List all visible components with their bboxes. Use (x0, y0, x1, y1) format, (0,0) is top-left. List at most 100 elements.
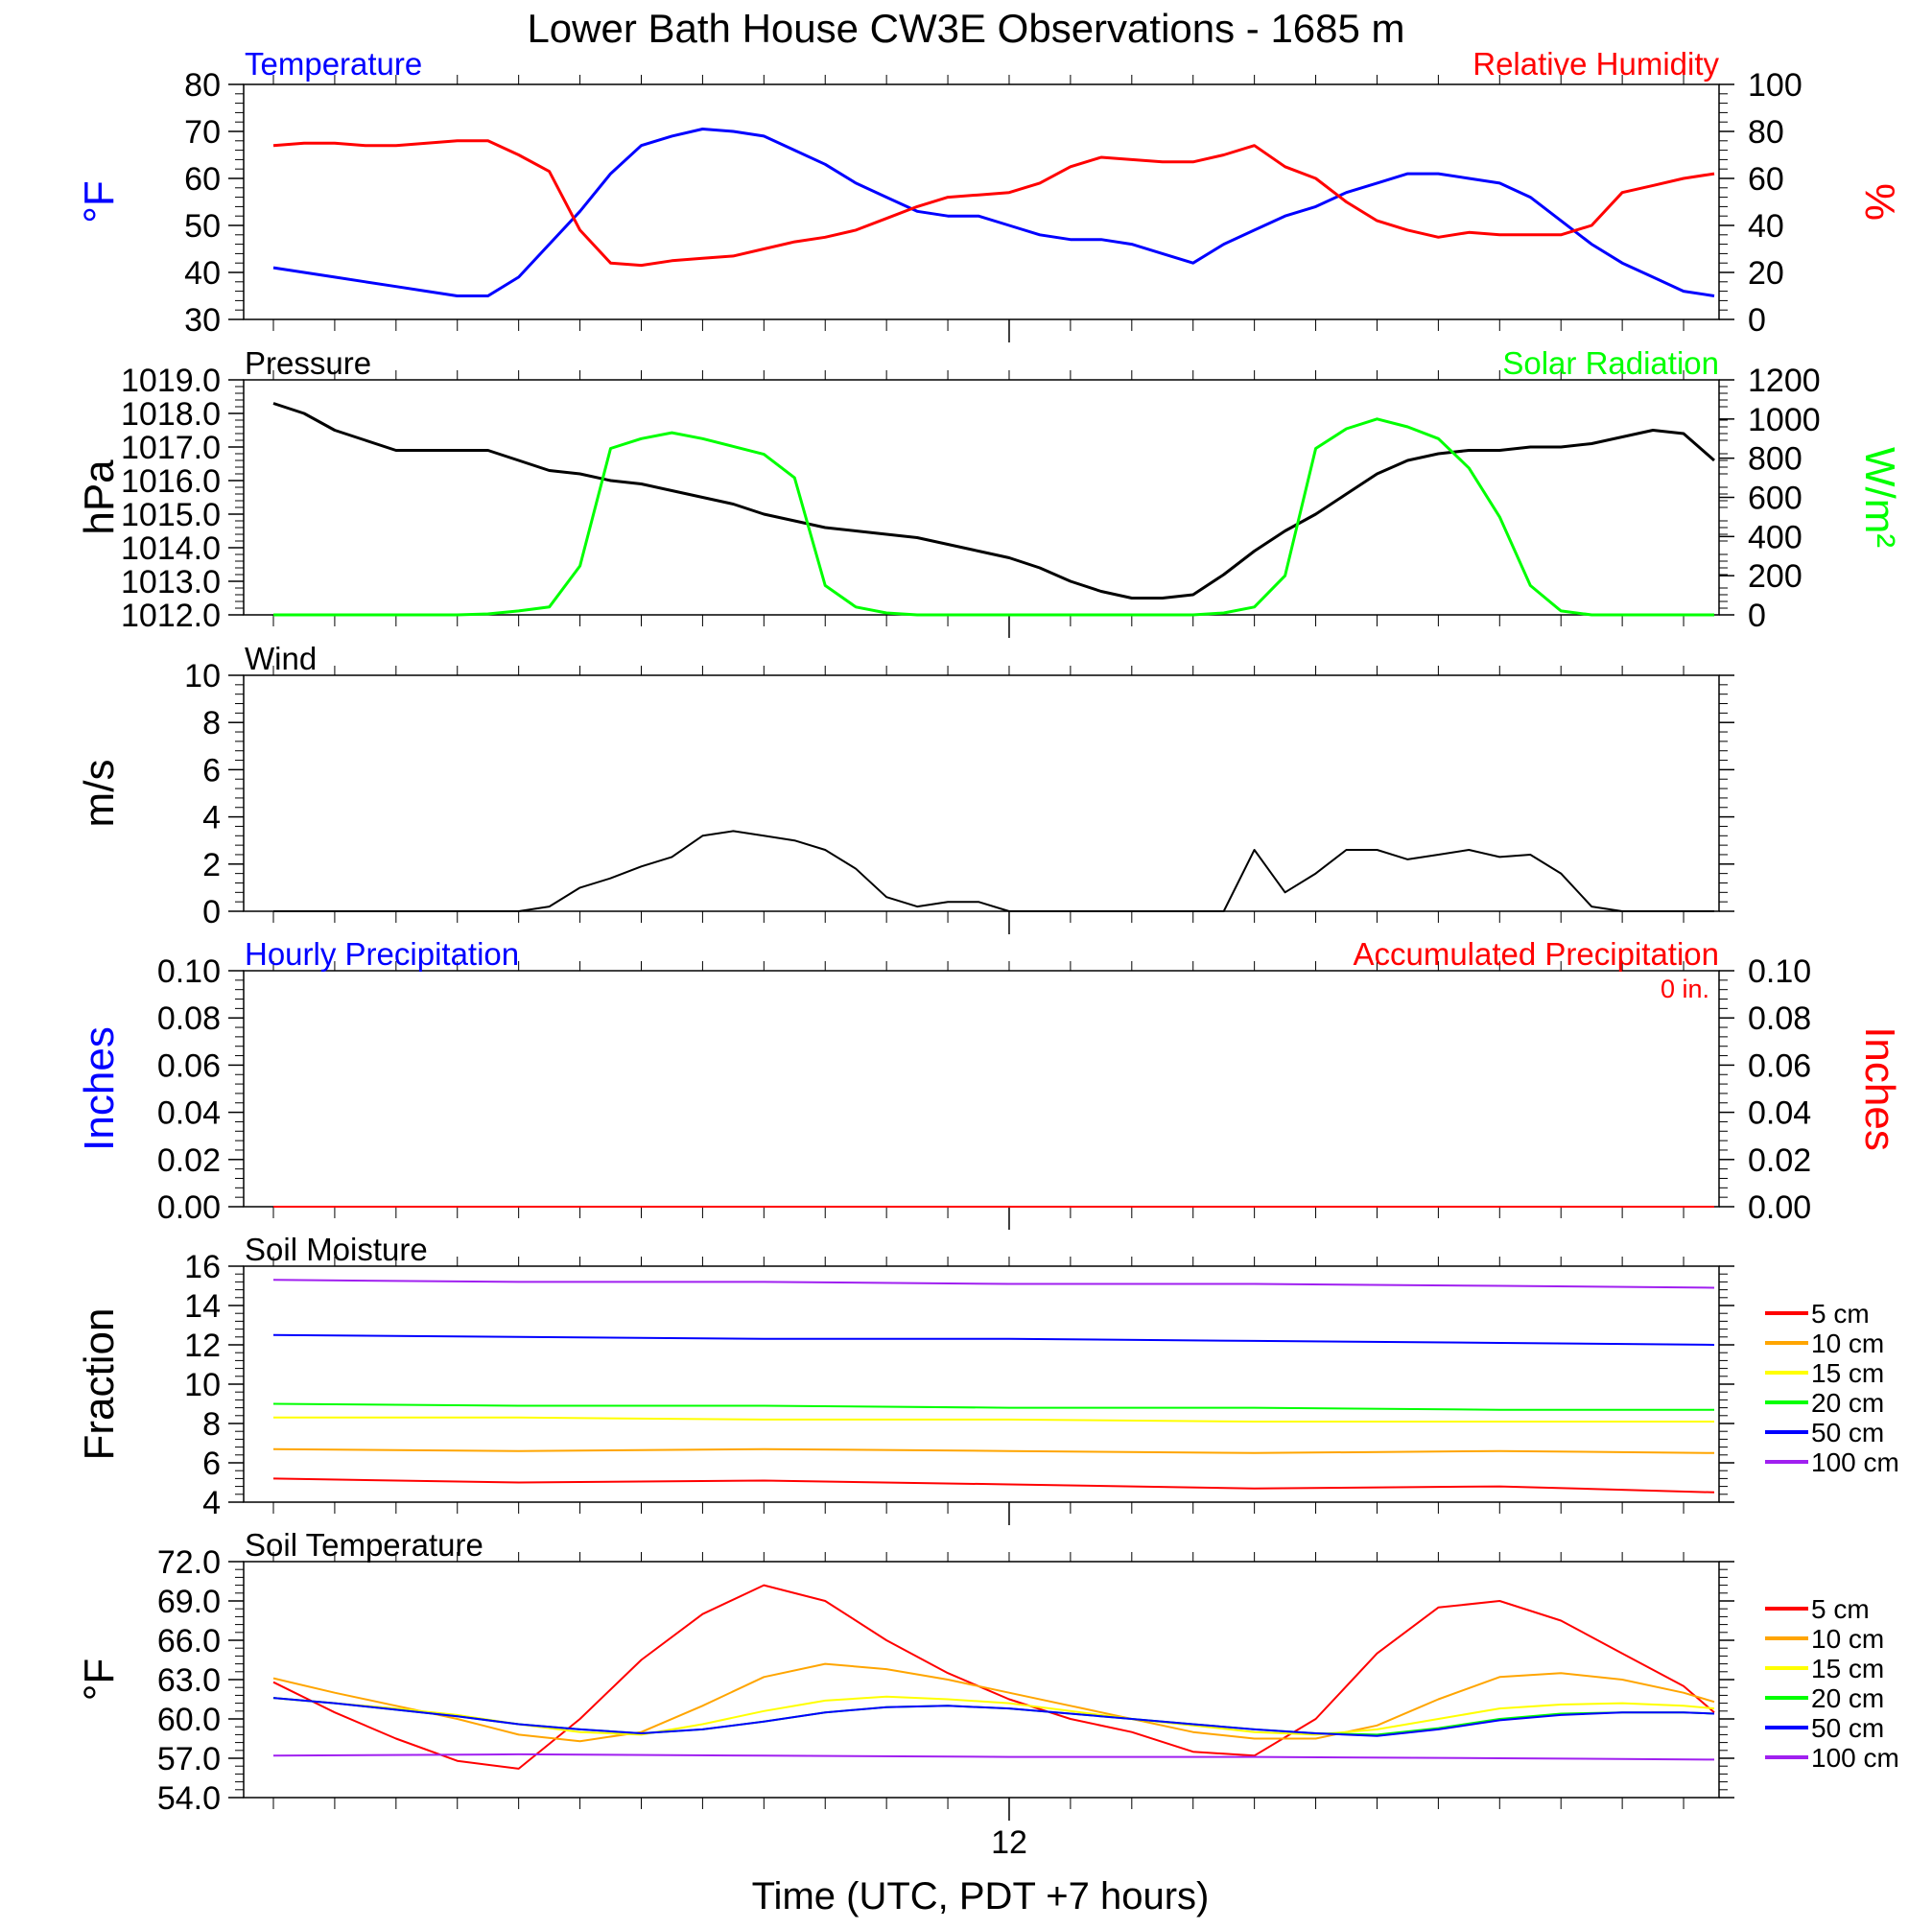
y-tick-label: 0.04 (157, 1095, 221, 1132)
y-tick-label: 66.0 (157, 1623, 221, 1659)
y-tick-label-right: 1200 (1748, 363, 1821, 399)
y-tick-label: 70 (184, 114, 221, 151)
x-axis: Time (UTC, PDT +7 hours) 12 (752, 1824, 1210, 1917)
series-line-0 (273, 830, 1714, 912)
panel-title-left: Pressure (245, 345, 371, 381)
x-tick-label: 12 (991, 1824, 1027, 1861)
legend-entry: 20 cm (1811, 1388, 1884, 1418)
y-tick-label: 60 (184, 161, 221, 198)
y-tick-label: 0.10 (157, 953, 221, 990)
y-axis-label: m/s (76, 760, 123, 828)
legend-entry: 50 cm (1811, 1713, 1884, 1743)
y-tick-label: 8 (202, 705, 221, 741)
y-tick-label: 1013.0 (121, 564, 221, 600)
series-line-2 (273, 1416, 1714, 1423)
y-tick-label: 72.0 (157, 1544, 221, 1581)
panel-wind: 10 8 6 4 2 0 Wind m/s (76, 641, 1734, 934)
y-tick-label-right: 400 (1748, 519, 1802, 555)
y-tick-label-right: 0.02 (1748, 1142, 1811, 1179)
plot-frame (243, 970, 1720, 1208)
y-tick-label-right: 0.06 (1748, 1047, 1811, 1084)
legend-entry: 5 cm (1811, 1299, 1870, 1329)
y-tick-label: 54.0 (157, 1780, 221, 1817)
panel-title-left: Soil Temperature (245, 1527, 483, 1563)
panel-precip: 0.10 0.08 0.06 0.04 0.02 0.00 0.10 0.08 0.06 0.04… (76, 936, 1903, 1230)
series-line-0 (272, 1584, 1715, 1770)
legend-entry: 10 cm (1811, 1624, 1884, 1654)
panel-title-right: Relative Humidity (1473, 46, 1719, 82)
y-tick-label-right: 600 (1748, 481, 1802, 517)
y-tick-label-right: 0 (1748, 598, 1766, 634)
panel-soil_temp: 72.069.066.063.060.057.054.0 Soil Tempera… (76, 1527, 1899, 1821)
y-axis-label-right: W/m² (1856, 447, 1903, 548)
series-line-4 (272, 1697, 1715, 1737)
y-tick-label: 4 (202, 1485, 221, 1521)
y-tick-label-right: 20 (1748, 255, 1784, 292)
panel-title-right: Accumulated Precipitation (1353, 936, 1719, 972)
y-tick-label-right: 0 (1748, 302, 1766, 339)
panel-title-left: Hourly Precipitation (245, 936, 519, 972)
panel-title-right: Solar Radiation (1502, 345, 1719, 381)
series-line-1 (272, 139, 1715, 268)
legend-entry: 20 cm (1811, 1683, 1884, 1713)
y-tick-label: 1017.0 (121, 430, 221, 466)
y-tick-label: 10 (184, 658, 221, 694)
y-axis-label-right: Inches (1856, 1026, 1903, 1151)
y-tick-label: 63.0 (157, 1662, 221, 1699)
y-tick-label: 1019.0 (121, 363, 221, 399)
plot-frame (243, 674, 1720, 912)
y-tick-label-right: 1000 (1748, 402, 1821, 438)
plot-frame (243, 1265, 1720, 1503)
y-tick-label: 0.08 (157, 1000, 221, 1037)
y-tick-label: 0 (202, 894, 221, 930)
series-line-3 (272, 1402, 1714, 1411)
y-tick-label-right: 80 (1748, 114, 1784, 151)
legend-entry: 100 cm (1811, 1447, 1899, 1477)
y-tick-label: 6 (202, 752, 221, 788)
panel-title-left: Wind (245, 641, 317, 676)
legend-entry: 5 cm (1811, 1594, 1870, 1624)
panel-pressure_solar: 1019.01018.01017.01016.01015.01014.01013… (76, 345, 1903, 638)
series-line-0 (272, 128, 1715, 297)
y-tick-label: 0.06 (157, 1047, 221, 1084)
series-line-0 (272, 402, 1715, 600)
series-line-1 (272, 1447, 1715, 1454)
panel-title-left: Temperature (245, 46, 422, 82)
series-line-5 (272, 1279, 1715, 1289)
y-axis-label: °F (76, 1658, 123, 1701)
y-tick-label-right: 100 (1748, 67, 1802, 104)
y-tick-label: 80 (184, 67, 221, 104)
panel-title-left: Soil Moisture (245, 1232, 428, 1267)
y-tick-label: 4 (202, 800, 221, 836)
legend-entry: 15 cm (1811, 1358, 1884, 1388)
y-tick-label: 40 (184, 255, 221, 292)
figure-title: Lower Bath House CW3E Observations - 168… (527, 6, 1404, 51)
y-tick-label: 16 (184, 1249, 221, 1285)
y-tick-label: 60.0 (157, 1702, 221, 1738)
y-tick-label: 2 (202, 847, 221, 883)
y-tick-label-right: 0.08 (1748, 1000, 1811, 1037)
y-tick-label-right: 40 (1748, 208, 1784, 245)
legend-entry: 15 cm (1811, 1654, 1884, 1683)
y-axis-label: Inches (76, 1026, 123, 1151)
y-tick-label: 50 (184, 208, 221, 245)
y-tick-label: 10 (184, 1367, 221, 1403)
series-line-4 (272, 1333, 1715, 1346)
panel-temp_rh: 80 70 60 50 40 30 100 80 60 40 20 0 Temperature Relat… (76, 46, 1903, 342)
y-tick-label: 0.00 (157, 1189, 221, 1226)
y-tick-label: 12 (184, 1328, 221, 1364)
plot-frame (243, 379, 1720, 616)
y-tick-label: 1012.0 (121, 598, 221, 634)
y-tick-label-right: 60 (1748, 161, 1784, 198)
plot-frame (243, 83, 1720, 320)
series-line-1 (272, 1662, 1715, 1743)
series-line-0 (272, 1477, 1715, 1494)
y-axis-label-right: % (1856, 183, 1903, 221)
series-line-2 (272, 1695, 1715, 1736)
series-line-1 (273, 417, 1714, 617)
y-axis-label: hPa (76, 459, 123, 535)
y-tick-label: 8 (202, 1406, 221, 1443)
y-tick-label-right: 0.04 (1748, 1095, 1811, 1132)
